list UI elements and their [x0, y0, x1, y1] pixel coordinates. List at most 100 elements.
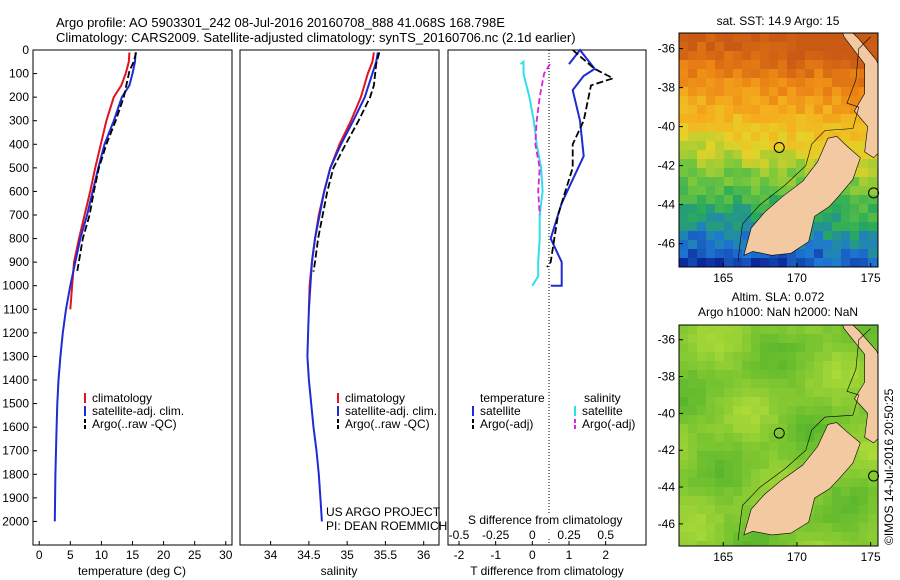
difference-legend: temperature salinitysatelliteArgo(-adj)sa… — [472, 391, 635, 431]
sla-map-cell — [733, 415, 743, 425]
sst-map-cell — [859, 60, 869, 70]
sst-map-cell — [841, 78, 851, 88]
sst-map-cell — [814, 222, 824, 232]
sst-map-cell — [796, 159, 806, 169]
sla-map-cell — [859, 478, 869, 488]
sla-map-cell — [859, 361, 869, 371]
sla-map-cell — [805, 451, 815, 461]
sst-map-cell — [841, 186, 851, 196]
sst-map-cell — [778, 105, 788, 115]
sla-map-cell — [706, 478, 716, 488]
sst-map-cell — [724, 33, 734, 43]
sst-map-cell — [742, 222, 752, 232]
sst-map-cell — [868, 186, 878, 196]
sla-map-cell — [841, 478, 851, 488]
sla-map-cell — [751, 361, 761, 371]
sst-map-cell — [706, 231, 716, 241]
sla-map-cell — [805, 415, 815, 425]
depth-tick-label-7: 700 — [9, 208, 29, 222]
sst-map-cell — [733, 195, 743, 205]
sla-map-cell — [679, 505, 689, 515]
sla-map-cell — [832, 379, 842, 389]
sla-map-cell — [733, 388, 743, 398]
sla-map-cell — [841, 397, 851, 407]
sst-map-cell — [805, 141, 815, 151]
sst-map-cell — [832, 240, 842, 250]
sst-map-cell — [814, 33, 824, 43]
sst-map-lat-label-2: -40 — [658, 120, 676, 134]
sla-map-cell — [778, 451, 788, 461]
depth-tick-label-13: 1300 — [2, 349, 29, 363]
sst-map-cell — [859, 195, 869, 205]
sla-map-cell — [760, 442, 770, 452]
sla-map-cell — [715, 478, 725, 488]
sst-map-cell — [832, 123, 842, 133]
sla-map-cell — [832, 343, 842, 353]
sla-map-cell — [859, 433, 869, 443]
sst-map-cell — [697, 141, 707, 151]
sla-map-cell — [832, 397, 842, 407]
sst-map-cell — [742, 231, 752, 241]
sst-map-cell — [850, 123, 860, 133]
sla-map-cell — [778, 343, 788, 353]
sla-map-land-0 — [743, 422, 861, 536]
salinity-series-1 — [306, 52, 379, 522]
sst-map-cell — [679, 33, 689, 43]
sst-map-cell — [706, 222, 716, 232]
sla-map-cell — [841, 388, 851, 398]
sst-map-cell — [850, 177, 860, 187]
sst-map-cell — [742, 150, 752, 160]
sla-map-frame — [678, 324, 879, 547]
sst-map-cell — [814, 150, 824, 160]
sla-map-cell — [697, 415, 707, 425]
sst-map-cell — [769, 114, 779, 124]
sst-map-panel: sat. SST: 14.9 Argo: 15 165 170 175 -36 -38 -… — [658, 14, 881, 285]
sla-map-cell — [733, 424, 743, 434]
sla-map-cell — [778, 370, 788, 380]
sla-map-cell — [715, 424, 725, 434]
sla-map-cell — [706, 469, 716, 479]
sla-map-cell — [733, 487, 743, 497]
sla-map-cell — [841, 532, 851, 542]
sst-map-cell — [832, 51, 842, 61]
sla-map-cell — [868, 532, 878, 542]
sst-map-cell — [751, 213, 761, 223]
sst-map-isobath — [737, 36, 871, 262]
sla-map-cell — [850, 397, 860, 407]
depth-tick-label-16: 1600 — [2, 420, 29, 434]
sst-map-cell — [868, 159, 878, 169]
sla-map-cell — [850, 469, 860, 479]
sst-map-cell — [841, 231, 851, 241]
sla-map-cell — [805, 442, 815, 452]
temperature-series — [53, 52, 138, 522]
sla-map-cell — [706, 361, 716, 371]
sst-map-lat-label-5: -46 — [658, 237, 676, 251]
sla-map-cell — [733, 496, 743, 506]
sla-map-cell — [823, 397, 833, 407]
sst-map-cell — [814, 240, 824, 250]
sst-map-cell — [688, 42, 698, 52]
sla-map-cell — [733, 532, 743, 542]
sst-map-cell — [805, 249, 815, 259]
sst-map-cell — [796, 249, 806, 259]
sst-map-cell — [742, 42, 752, 52]
sst-map-cell — [841, 96, 851, 106]
sla-map-cell — [688, 397, 698, 407]
sst-map-cell — [697, 222, 707, 232]
sst-map-cell — [688, 177, 698, 187]
sla-map-cell — [841, 541, 851, 546]
sst-map-cell — [697, 78, 707, 88]
sla-map-cell — [715, 361, 725, 371]
sst-map-cell — [715, 96, 725, 106]
sla-map-cell — [760, 433, 770, 443]
imos-timestamp: ©IMOS 14-Jul-2016 20:50:25 — [882, 388, 896, 545]
sla-map-cell — [769, 334, 779, 344]
sst-map-cell — [823, 87, 833, 97]
sla-map-cell — [814, 505, 824, 515]
sst-map-cell — [778, 51, 788, 61]
sst-map-cell — [733, 132, 743, 142]
sla-map-cell — [832, 505, 842, 515]
sst-map-cell — [688, 78, 698, 88]
sla-map-cell — [868, 496, 878, 506]
sla-map-cell — [688, 433, 698, 443]
